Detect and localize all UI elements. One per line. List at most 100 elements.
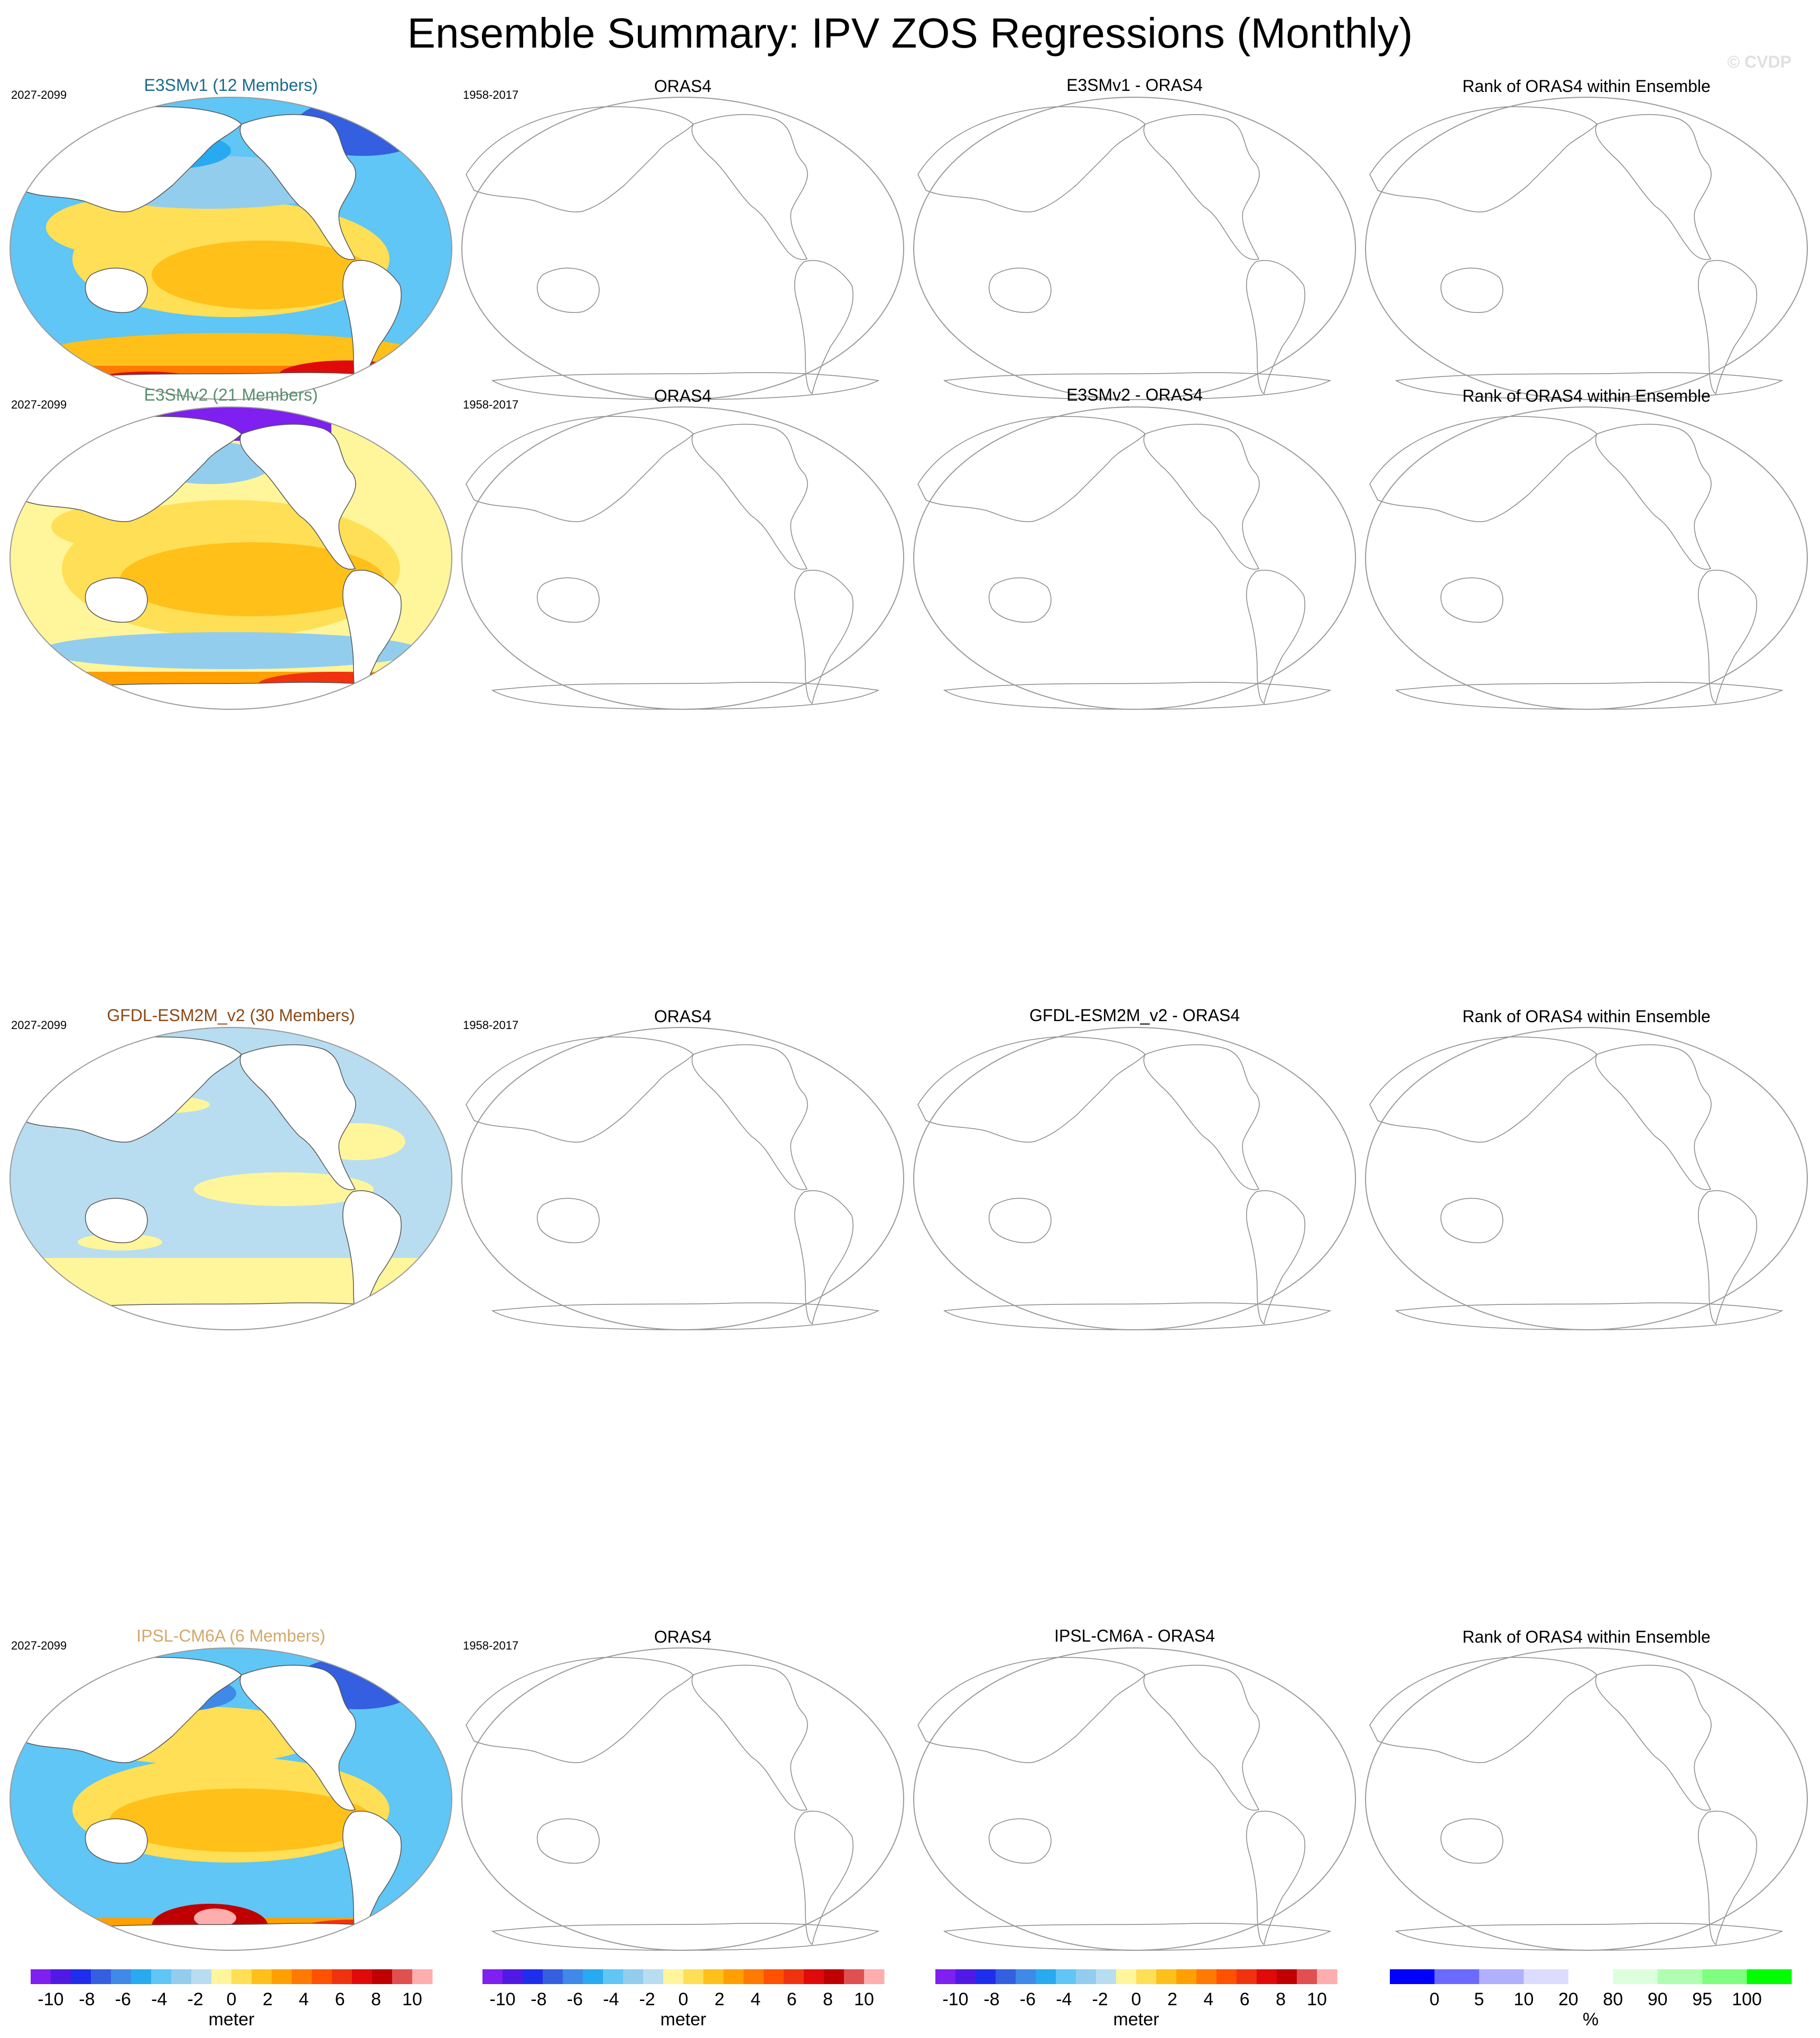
- colorbar-swatch: [1176, 1969, 1197, 1984]
- panel-title: Rank of ORAS4 within Ensemble: [1462, 1007, 1711, 1026]
- map-panel: GFDL-ESM2M_v2 - ORAS4: [913, 1006, 1356, 1330]
- map: [913, 1027, 1356, 1330]
- colorbar-tick-label: -8: [79, 1989, 95, 2009]
- continent-outline: [1440, 267, 1503, 313]
- continent-outline: [466, 106, 694, 212]
- map-panel: GFDL-ESM2M_v2 (30 Members) 2027-2099: [10, 1006, 452, 1330]
- colorbar-swatch: [864, 1969, 885, 1984]
- colorbar-swatch: [1116, 1969, 1137, 1984]
- continent-outline: [1698, 570, 1757, 705]
- continent-outline: [691, 424, 808, 570]
- continent-outline: [239, 1044, 356, 1190]
- colorbar-tick-label: 4: [1203, 1989, 1213, 2009]
- map-border: [913, 406, 1356, 710]
- continent-outline: [536, 1818, 600, 1864]
- map: [1365, 1647, 1808, 1951]
- colorbar-swatch: [231, 1969, 252, 1984]
- regression-field: [10, 1648, 452, 1950]
- map: [10, 97, 452, 400]
- continent-outline: [491, 1923, 880, 1951]
- panel-title: GFDL-ESM2M_v2 (30 Members): [107, 1006, 355, 1025]
- colorbar-row: -10 -8 -6 -4 -2 0 2 4 6 8 10 meter -10 -8 -6 -4 -2 0 2 4 6 8 1…: [31, 1969, 1792, 2030]
- panel-title: E3SMv1 - ORAS4: [1066, 76, 1203, 95]
- continent-outline: [943, 1923, 1332, 1951]
- colorbar-swatch: [71, 1969, 91, 1984]
- continent-outline: [1369, 1036, 1598, 1143]
- contour-band: [194, 1172, 374, 1206]
- colorbar-tick-label: 0: [679, 1989, 689, 2009]
- continent-outline: [988, 267, 1052, 313]
- colorbar-swatch: [131, 1969, 152, 1984]
- panel-title: GFDL-ESM2M_v2 - ORAS4: [1029, 1006, 1240, 1025]
- colorbar-swatch: [844, 1969, 865, 1984]
- contour-band: [46, 198, 205, 256]
- colorbar-swatch: [191, 1969, 212, 1984]
- colorbar-unit: %: [1583, 2009, 1599, 2030]
- continent-outline: [85, 1198, 148, 1243]
- contour-band: [109, 1789, 374, 1852]
- panel-title: E3SMv2 - ORAS4: [1066, 385, 1203, 404]
- colorbar-tick-label: -10: [38, 1989, 63, 2009]
- continent-outline: [1143, 1044, 1260, 1190]
- colorbar-tick-label: -2: [187, 1989, 203, 2009]
- regression-field: [10, 97, 452, 400]
- colorbar-swatch: [111, 1969, 132, 1984]
- colorbar: -10 -8 -6 -4 -2 0 2 4 6 8 10 meter: [31, 1969, 433, 2030]
- continent-outline: [466, 1036, 694, 1143]
- colorbar: 0 5 10 20 80 90 95 100%: [1390, 1969, 1792, 2030]
- colorbar-tick-label: -2: [639, 1989, 655, 2009]
- panel-period: 2027-2099: [11, 1018, 67, 1032]
- map-border: [461, 1027, 904, 1330]
- colorbar-swatch: [683, 1969, 704, 1984]
- continent-outline: [536, 577, 600, 623]
- colorbar-tick-label: 5: [1474, 1989, 1484, 2009]
- map-panel: E3SMv1 - ORAS4: [913, 76, 1356, 400]
- map: [461, 1647, 904, 1951]
- colorbar-swatch: [1277, 1969, 1297, 1984]
- map-border: [461, 406, 904, 710]
- colorbar-swatch: [996, 1969, 1016, 1984]
- colorbar-swatch: [1613, 1969, 1658, 1984]
- continent-outline: [988, 1818, 1052, 1864]
- continent-outline: [1369, 1657, 1598, 1763]
- continent-outline: [794, 1190, 853, 1325]
- colorbar-tick-label: -6: [115, 1989, 131, 2009]
- continent-outline: [1595, 114, 1712, 260]
- colorbar-swatch: [211, 1969, 232, 1984]
- continent-outline: [239, 114, 356, 260]
- continent-outline: [1395, 372, 1784, 400]
- continent-outline: [536, 267, 600, 313]
- colorbar-tick-label: -4: [1056, 1989, 1072, 2009]
- continent-outline: [917, 416, 1146, 522]
- colorbar-swatch: [703, 1969, 724, 1984]
- map-panel: ORAS4 1958-2017: [461, 77, 904, 400]
- map: [1365, 406, 1808, 710]
- panel-period: 1958-2017: [463, 1639, 518, 1652]
- colorbar-tick-label: 2: [714, 1989, 725, 2009]
- colorbar-swatch: [1036, 1969, 1056, 1984]
- continent-outline: [1143, 424, 1260, 570]
- colorbar-swatch: [1076, 1969, 1097, 1984]
- continent-outline: [85, 267, 148, 313]
- map-panel: IPSL-CM6A - ORAS4: [913, 1626, 1356, 1951]
- map-border: [1365, 406, 1808, 710]
- colorbar-tick-label: 10: [854, 1989, 874, 2009]
- colorbar-swatch: [91, 1969, 112, 1984]
- continent-outline: [943, 372, 1332, 400]
- panel-title: ORAS4: [654, 1627, 711, 1646]
- continent-outline: [1440, 1818, 1503, 1864]
- colorbar-tick-label: -4: [603, 1989, 619, 2009]
- map: [461, 1027, 904, 1330]
- continent-outline: [1595, 424, 1712, 570]
- panel-period: 1958-2017: [463, 88, 518, 101]
- contour-band: [194, 1909, 236, 1928]
- map-panel: E3SMv2 (21 Members) 2027-2099: [10, 385, 452, 710]
- colorbar-swatch: [935, 1969, 956, 1984]
- colorbar-tick-label: 95: [1692, 1989, 1712, 2009]
- map-panel: IPSL-CM6A (6 Members) 2027-2099: [10, 1626, 452, 1951]
- continent-outline: [1143, 114, 1260, 260]
- continent-outline: [1698, 1811, 1757, 1946]
- colorbar-swatch: [563, 1969, 583, 1984]
- colorbar-swatch: [723, 1969, 744, 1984]
- continent-outline: [1246, 260, 1305, 395]
